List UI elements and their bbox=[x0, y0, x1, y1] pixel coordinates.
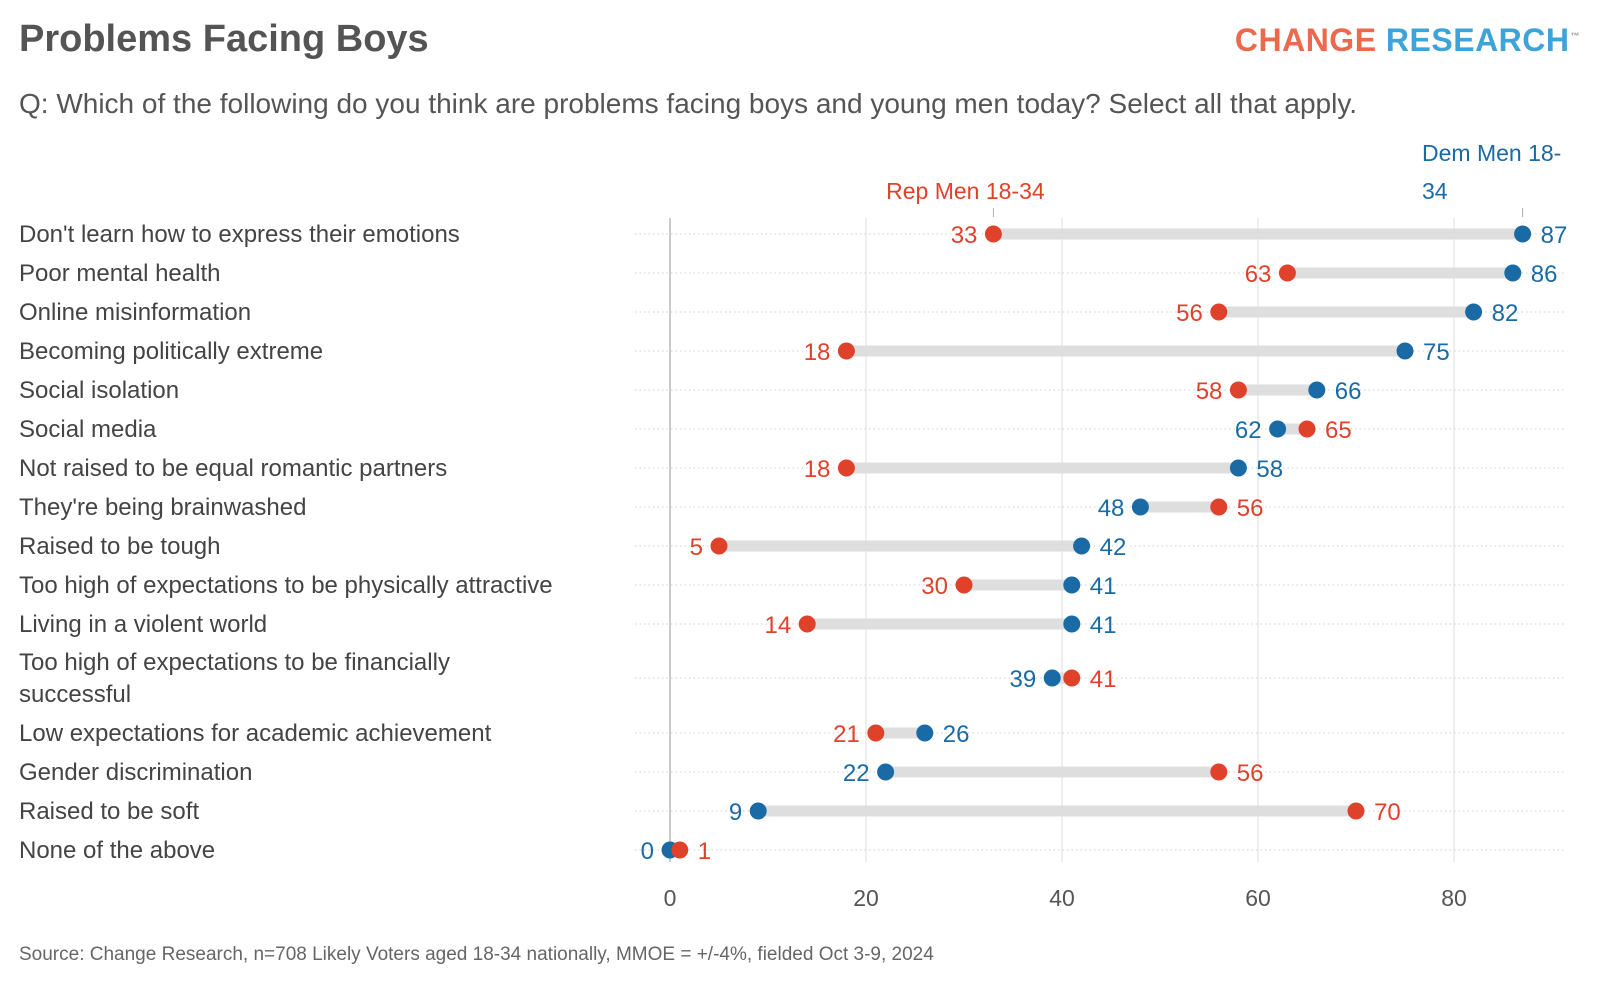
rep-men-value-label: 5 bbox=[690, 534, 703, 561]
dem-men-value-label: 22 bbox=[843, 760, 870, 787]
category-label: Not raised to be equal romantic partners bbox=[19, 455, 447, 482]
dem-men-value-label: 9 bbox=[729, 799, 742, 826]
rep-men-point bbox=[798, 615, 816, 633]
rep-men-value-label: 1 bbox=[698, 838, 711, 865]
category-label: Online misinformation bbox=[19, 299, 251, 326]
dem-men-point bbox=[916, 724, 934, 742]
dem-men-point bbox=[1514, 225, 1532, 243]
category-label: Raised to be tough bbox=[19, 533, 220, 560]
dem-men-value-label: 58 bbox=[1256, 456, 1283, 483]
rep-men-value-label: 56 bbox=[1176, 300, 1203, 327]
rep-men-value-label: 14 bbox=[764, 612, 791, 639]
category-label: successful bbox=[19, 681, 131, 708]
dem-men-value-label: 82 bbox=[1492, 300, 1519, 327]
dem-men-value-label: 42 bbox=[1100, 534, 1127, 561]
dem-men-point bbox=[749, 802, 767, 820]
rep-men-point bbox=[1347, 802, 1365, 820]
rep-men-point bbox=[1278, 264, 1296, 282]
dem-men-value-label: 41 bbox=[1090, 573, 1117, 600]
dem-men-value-label: 48 bbox=[1098, 495, 1125, 522]
dem-men-value-label: 41 bbox=[1090, 612, 1117, 639]
category-label: Social isolation bbox=[19, 377, 179, 404]
rep-men-value-label: 63 bbox=[1245, 261, 1272, 288]
dem-men-value-label: 0 bbox=[641, 838, 654, 865]
rep-men-point bbox=[867, 724, 885, 742]
rep-men-value-label: 21 bbox=[833, 721, 860, 748]
dem-men-point bbox=[1131, 498, 1149, 516]
rep-men-value-label: 58 bbox=[1196, 378, 1223, 405]
category-label: Gender discrimination bbox=[19, 759, 252, 786]
legend-label-rep-men: Rep Men 18-34 bbox=[886, 178, 1045, 204]
dem-men-value-label: 66 bbox=[1335, 378, 1362, 405]
dem-men-point bbox=[1504, 264, 1522, 282]
dem-men-point bbox=[1396, 342, 1414, 360]
rep-men-point bbox=[1298, 420, 1316, 438]
dem-men-point bbox=[1229, 459, 1247, 477]
logo-word-research: RESEARCH bbox=[1385, 22, 1570, 58]
dem-men-value-label: 62 bbox=[1235, 417, 1262, 444]
legend-label-dem-men: Dem Men 18-34 bbox=[1422, 140, 1561, 204]
dem-men-point bbox=[1269, 420, 1287, 438]
category-label: Becoming politically extreme bbox=[19, 338, 323, 365]
x-tick-label: 60 bbox=[1245, 885, 1271, 911]
rep-men-value-label: 65 bbox=[1325, 417, 1352, 444]
rep-men-value-label: 18 bbox=[804, 456, 831, 483]
chart-subtitle: Q: Which of the following do you think a… bbox=[19, 88, 1358, 119]
rep-men-value-label: 70 bbox=[1374, 799, 1401, 826]
dem-men-value-label: 75 bbox=[1423, 339, 1450, 366]
change-research-logo: CHANGE RESEARCH™ bbox=[1235, 22, 1580, 59]
source-note: Source: Change Research, n=708 Likely Vo… bbox=[19, 944, 934, 965]
dem-men-point bbox=[1073, 537, 1091, 555]
category-label: They're being brainwashed bbox=[19, 494, 306, 521]
rep-men-point bbox=[955, 576, 973, 594]
category-label: None of the above bbox=[19, 837, 215, 864]
category-label: Don't learn how to express their emotion… bbox=[19, 221, 460, 248]
rep-men-point bbox=[710, 537, 728, 555]
category-label: Living in a violent world bbox=[19, 611, 267, 638]
rep-men-value-label: 33 bbox=[951, 222, 978, 249]
dem-men-value-label: 39 bbox=[1009, 666, 1036, 693]
dem-men-point bbox=[877, 763, 895, 781]
rep-men-point bbox=[1210, 303, 1228, 321]
category-label: Poor mental health bbox=[19, 260, 220, 287]
dem-men-point bbox=[1043, 669, 1061, 687]
dem-men-value-label: 86 bbox=[1531, 261, 1558, 288]
rep-men-value-label: 41 bbox=[1090, 666, 1117, 693]
dem-men-point bbox=[1063, 615, 1081, 633]
rep-men-value-label: 56 bbox=[1237, 495, 1264, 522]
rep-men-value-label: 18 bbox=[804, 339, 831, 366]
chart-title: Problems Facing Boys bbox=[19, 18, 429, 60]
category-label: Social media bbox=[19, 416, 157, 443]
x-tick-label: 20 bbox=[853, 885, 879, 911]
logo-trademark: ™ bbox=[1570, 31, 1580, 42]
rep-men-point bbox=[1229, 381, 1247, 399]
rep-men-value-label: 56 bbox=[1237, 760, 1264, 787]
rep-men-value-label: 30 bbox=[921, 573, 948, 600]
rep-men-point bbox=[1210, 498, 1228, 516]
rep-men-point bbox=[1063, 669, 1081, 687]
category-label: Too high of expectations to be physicall… bbox=[19, 572, 553, 599]
category-label: Raised to be soft bbox=[19, 798, 199, 825]
rep-men-point bbox=[984, 225, 1002, 243]
rep-men-point bbox=[671, 841, 689, 859]
category-label: Too high of expectations to be financial… bbox=[19, 649, 450, 676]
x-tick-label: 0 bbox=[664, 885, 677, 911]
logo-word-change: CHANGE bbox=[1234, 22, 1377, 58]
x-tick-label: 40 bbox=[1049, 885, 1075, 911]
dem-men-point bbox=[1063, 576, 1081, 594]
dem-men-value-label: 26 bbox=[943, 721, 970, 748]
rep-men-point bbox=[837, 459, 855, 477]
dem-men-point bbox=[1465, 303, 1483, 321]
x-tick-label: 80 bbox=[1441, 885, 1467, 911]
dem-men-value-label: 87 bbox=[1541, 222, 1568, 249]
dem-men-point bbox=[1308, 381, 1326, 399]
category-label: Low expectations for academic achievemen… bbox=[19, 720, 492, 747]
rep-men-point bbox=[1210, 763, 1228, 781]
rep-men-point bbox=[837, 342, 855, 360]
